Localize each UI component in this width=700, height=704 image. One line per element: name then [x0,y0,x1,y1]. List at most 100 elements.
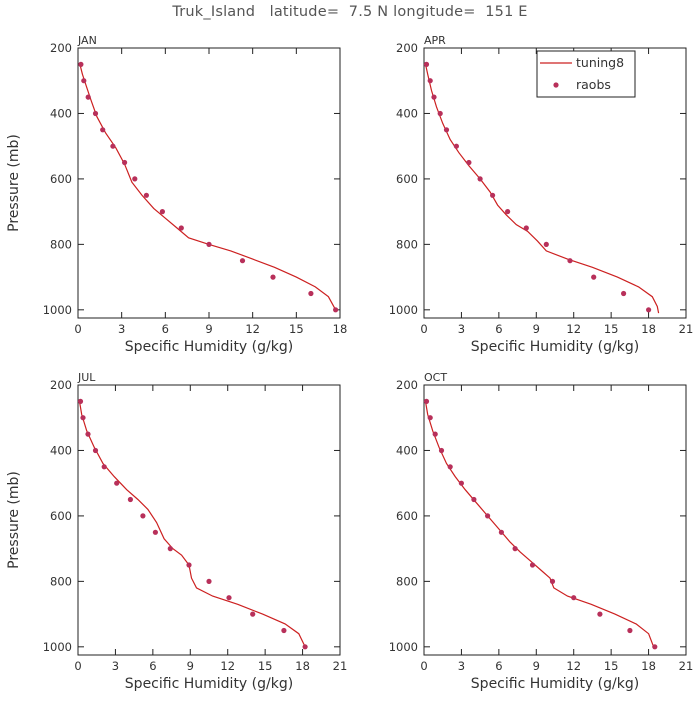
data-point [101,464,107,470]
data-point [591,274,597,280]
page-title: Truk_Island latitude= 7.5 N longitude= 1… [172,4,528,20]
legend: tuning8 raobs [536,50,636,98]
data-point [333,307,339,313]
data-point [186,562,192,568]
x-tick-label: 3 [458,659,465,673]
data-point [114,480,120,486]
data-point [646,307,652,313]
data-point [505,209,511,215]
data-point [239,258,246,264]
data-point [85,94,91,100]
y-tick-label: 800 [396,237,418,251]
data-point [122,159,128,166]
y-tick-label: 1000 [43,640,72,654]
data-point [443,127,450,133]
data-point [110,143,116,149]
series-line-tuning8 [424,399,655,648]
panel-label: JUL [77,371,96,384]
x-tick-label: 15 [604,322,619,336]
x-tick-label: 21 [679,322,694,336]
data-point [498,529,504,535]
x-tick-label: 9 [187,659,194,673]
x-tick-label: 15 [258,659,273,673]
panel-label: JAN [77,34,97,47]
data-point [471,496,477,503]
y-tick-label: 200 [50,41,72,55]
x-tick-label: 6 [162,322,169,336]
x-tick-label: 21 [679,659,694,673]
data-point [453,143,459,149]
data-point [621,290,627,297]
y-tick-label: 600 [50,509,72,523]
data-point [438,447,445,454]
data-point [302,644,308,650]
x-tick-label: 3 [112,659,119,673]
data-point [477,176,483,182]
data-point [281,627,287,634]
data-point [447,464,453,470]
y-tick-label: 200 [50,378,72,392]
y-tick-label: 200 [396,41,418,55]
data-point [250,611,256,617]
y-axis-label: Pressure (mb) [6,471,22,569]
y-tick-label: 800 [50,237,72,251]
x-tick-label: 15 [289,322,304,336]
y-tick-label: 1000 [389,640,418,654]
x-tick-label: 15 [604,659,619,673]
panel-label: OCT [424,371,447,384]
data-point [159,209,165,215]
y-tick-label: 800 [396,574,418,588]
data-point [127,496,133,503]
x-tick-label: 0 [420,659,427,673]
plot-frame [423,384,687,656]
data-point [100,127,106,133]
data-point [152,529,158,535]
series-line-tuning8 [78,399,306,648]
y-tick-label: 1000 [43,303,72,317]
data-point [432,431,438,437]
data-point [529,562,536,568]
x-axis-label: Specific Humidity (g/kg) [471,676,639,692]
x-tick-label: 6 [495,322,502,336]
data-point [80,415,86,421]
data-point [132,176,138,182]
legend-marker-label: raobs [576,77,611,92]
y-tick-label: 400 [396,106,418,120]
x-tick-label: 12 [220,659,235,673]
series-line-tuning8 [424,62,660,314]
data-point [597,611,603,617]
data-point [178,225,184,231]
data-point [466,159,472,166]
data-point [143,192,149,198]
data-point [92,447,99,454]
x-tick-label: 9 [533,322,540,336]
plot-frame [77,384,341,656]
legend-box [536,50,636,98]
plot-frame [77,47,341,319]
x-tick-label: 18 [641,322,656,336]
data-point [490,192,496,198]
x-tick-label: 3 [118,322,125,336]
y-tick-label: 400 [50,106,72,120]
x-tick-label: 0 [420,322,427,336]
x-tick-label: 21 [333,659,348,673]
data-point [523,225,529,231]
data-point [627,627,633,634]
data-point [270,274,276,280]
y-tick-label: 400 [396,443,418,457]
x-tick-label: 18 [333,322,348,336]
data-point [427,415,433,421]
panel-oct: OCT 0 3 6 9 12 15 18 21 200 400 600 800 1000 Specific … [389,371,694,692]
data-point [92,110,99,117]
y-axis-label: Pressure (mb) [6,134,22,232]
data-point [427,78,433,84]
legend-line-label: tuning8 [576,55,624,70]
x-tick-label: 6 [495,659,502,673]
x-tick-label: 0 [74,659,81,673]
data-point [431,94,437,100]
data-point [140,513,146,519]
x-axis-label: Specific Humidity (g/kg) [125,676,293,692]
x-tick-label: 12 [566,659,581,673]
data-point [81,78,87,84]
